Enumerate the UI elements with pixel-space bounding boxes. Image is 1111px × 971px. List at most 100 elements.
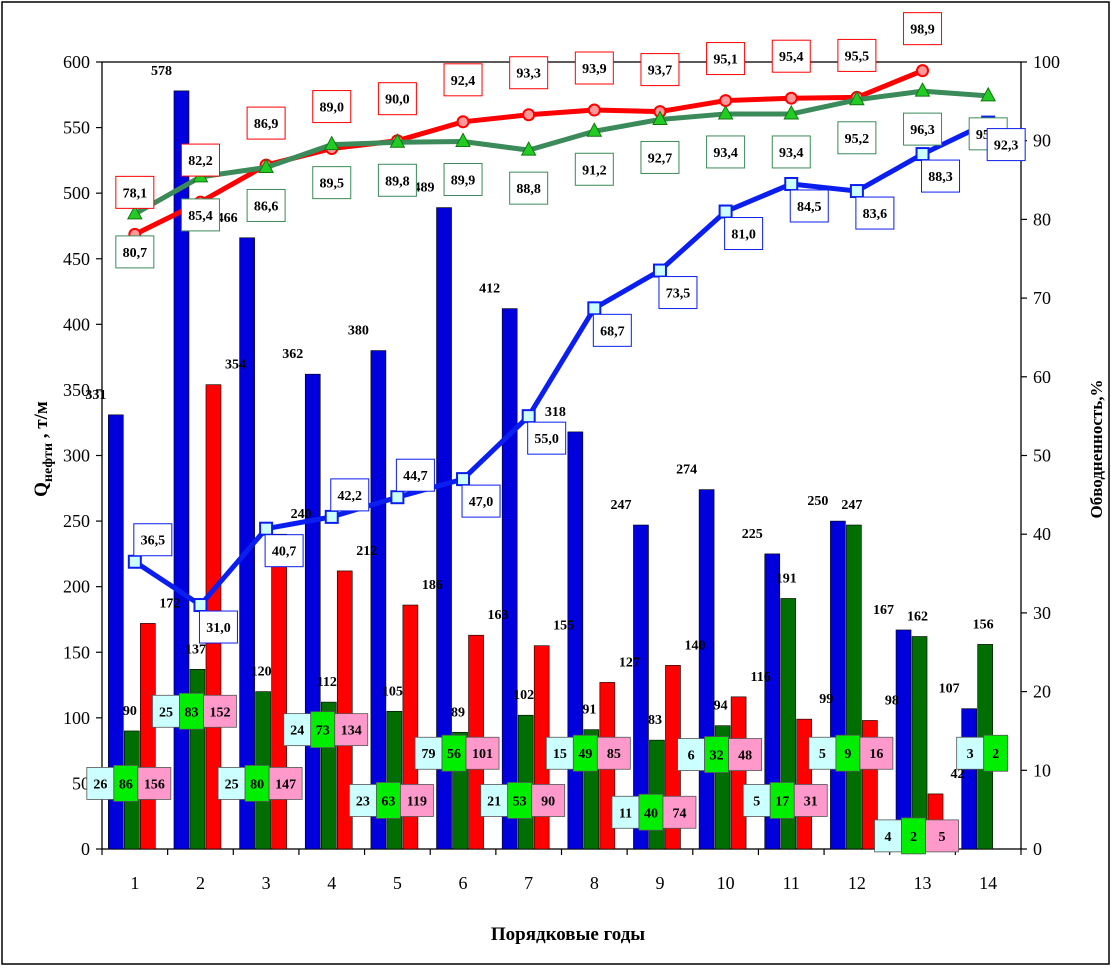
- bar-value-label: 191: [776, 571, 797, 586]
- line-value-box: [789, 189, 829, 223]
- line-value-label: 36,5: [141, 534, 166, 549]
- y-axis-left-title-sub: нефти: [41, 443, 56, 482]
- value-box-label: 9: [844, 747, 851, 762]
- line-marker: [258, 158, 274, 173]
- value-box: [901, 817, 926, 855]
- line-value-label: 95,2: [845, 132, 870, 147]
- line-value-label: 96,3: [910, 123, 935, 138]
- value-box-label: 85: [607, 747, 621, 762]
- line-value-label: 93,4: [779, 146, 804, 161]
- bar-value-label: 155: [553, 619, 574, 634]
- value-box-label: 156: [144, 777, 165, 792]
- value-box: [465, 736, 500, 770]
- bar-value-label: 112: [317, 675, 337, 690]
- x-tick-label: 3: [262, 873, 271, 893]
- bar-value-label: 98: [885, 693, 899, 708]
- line-value-box: [771, 135, 811, 169]
- line-value-box: [509, 171, 549, 205]
- x-axis-title: Порядковые годы: [491, 924, 645, 945]
- line-value-box: [837, 38, 877, 72]
- line-marker: [717, 104, 734, 120]
- bar-value-label: 42: [951, 767, 965, 782]
- value-box: [662, 795, 697, 829]
- value-box-label: 80: [250, 777, 264, 792]
- bar: [764, 553, 781, 850]
- line-marker: [916, 64, 930, 78]
- value-box: [769, 782, 795, 819]
- line-value-label: 93,3: [516, 67, 541, 82]
- y-left-tick-label: 600: [63, 52, 90, 72]
- line-value-label: 88,3: [928, 170, 953, 185]
- line-value-box: [986, 128, 1026, 162]
- y-left-tick-label: 250: [63, 511, 90, 531]
- line-value-box: [837, 121, 877, 155]
- value-box-label: 40: [644, 806, 658, 821]
- line-value-box: [640, 140, 680, 174]
- line-marker: [915, 147, 930, 162]
- line-value-box: [461, 484, 501, 518]
- y-left-tick-label: 350: [63, 380, 90, 400]
- y-right-tick-label: 100: [1033, 52, 1060, 72]
- y-right-tick-label: 60: [1033, 367, 1051, 387]
- line-value-box: [527, 421, 567, 455]
- line-value-box: [706, 135, 746, 169]
- line-value-box: [903, 12, 943, 46]
- line-value-label: 92,7: [648, 151, 673, 166]
- value-box-label: 3: [967, 747, 974, 762]
- line-marker: [849, 90, 865, 106]
- value-box: [925, 819, 959, 853]
- bar-value-label: 362: [282, 347, 303, 362]
- line-value-label: 44,7: [403, 469, 428, 484]
- x-tick-label: 2: [196, 873, 205, 893]
- bar-value-label: 83: [648, 713, 662, 728]
- y-right-tick-label: 0: [1033, 839, 1042, 859]
- value-box: [399, 784, 434, 817]
- line-value-label: 55,0: [534, 432, 559, 447]
- value-box-label: 5: [939, 830, 946, 845]
- line-value-label: 91,2: [582, 163, 607, 178]
- value-box-label: 2: [992, 747, 999, 762]
- line-value-label: 89,0: [320, 101, 345, 116]
- line-value-box: [724, 217, 764, 251]
- line-value-box: [706, 42, 746, 76]
- value-box-label: 86: [119, 777, 133, 792]
- line-value-label: 84,5: [797, 200, 822, 215]
- value-box-label: 2: [910, 830, 917, 845]
- bar: [698, 489, 715, 850]
- line-value-label: 80,7: [123, 246, 148, 261]
- bar: [633, 524, 649, 850]
- line-marker: [784, 91, 798, 105]
- x-tick-label: 8: [590, 873, 599, 893]
- line-marker: [456, 115, 470, 129]
- axes: 0501001502002503003504004505005506000102…: [63, 52, 1060, 893]
- value-box-label: 17: [775, 794, 789, 809]
- line-value-box: [574, 152, 614, 186]
- y-axis-left-title: Qнефти , т/м: [31, 401, 56, 497]
- line-value-label: 31,0: [206, 621, 231, 636]
- bar-value-label: 354: [225, 358, 246, 373]
- x-tick-label: 12: [848, 873, 866, 893]
- y-left-tick-label: 400: [63, 314, 90, 334]
- line-value-box: [264, 534, 304, 568]
- bar: [730, 696, 747, 850]
- bar-value-label: 94: [714, 699, 728, 714]
- x-tick-label: 11: [783, 873, 800, 893]
- value-box: [596, 736, 631, 770]
- y-right-tick-label: 90: [1033, 131, 1051, 151]
- bar-value-label: 90: [123, 704, 137, 719]
- line-value-label: 89,5: [320, 177, 345, 192]
- bar-value-label: 412: [479, 282, 500, 297]
- y-right-tick-label: 40: [1033, 524, 1051, 544]
- y-right-tick-label: 80: [1033, 209, 1051, 229]
- bar-value-label: 120: [251, 665, 272, 680]
- bar: [386, 710, 403, 850]
- line-value-label: 47,0: [469, 495, 494, 510]
- bar-labels: 3315784663623804894123182472742252501671…: [85, 64, 993, 782]
- line-marker: [456, 472, 471, 487]
- line-marker: [980, 86, 997, 102]
- value-box: [983, 734, 1009, 772]
- line-value-box: [312, 166, 352, 200]
- line-marker: [718, 204, 733, 219]
- line-marker: [520, 141, 537, 156]
- value-box-label: 32: [710, 749, 724, 764]
